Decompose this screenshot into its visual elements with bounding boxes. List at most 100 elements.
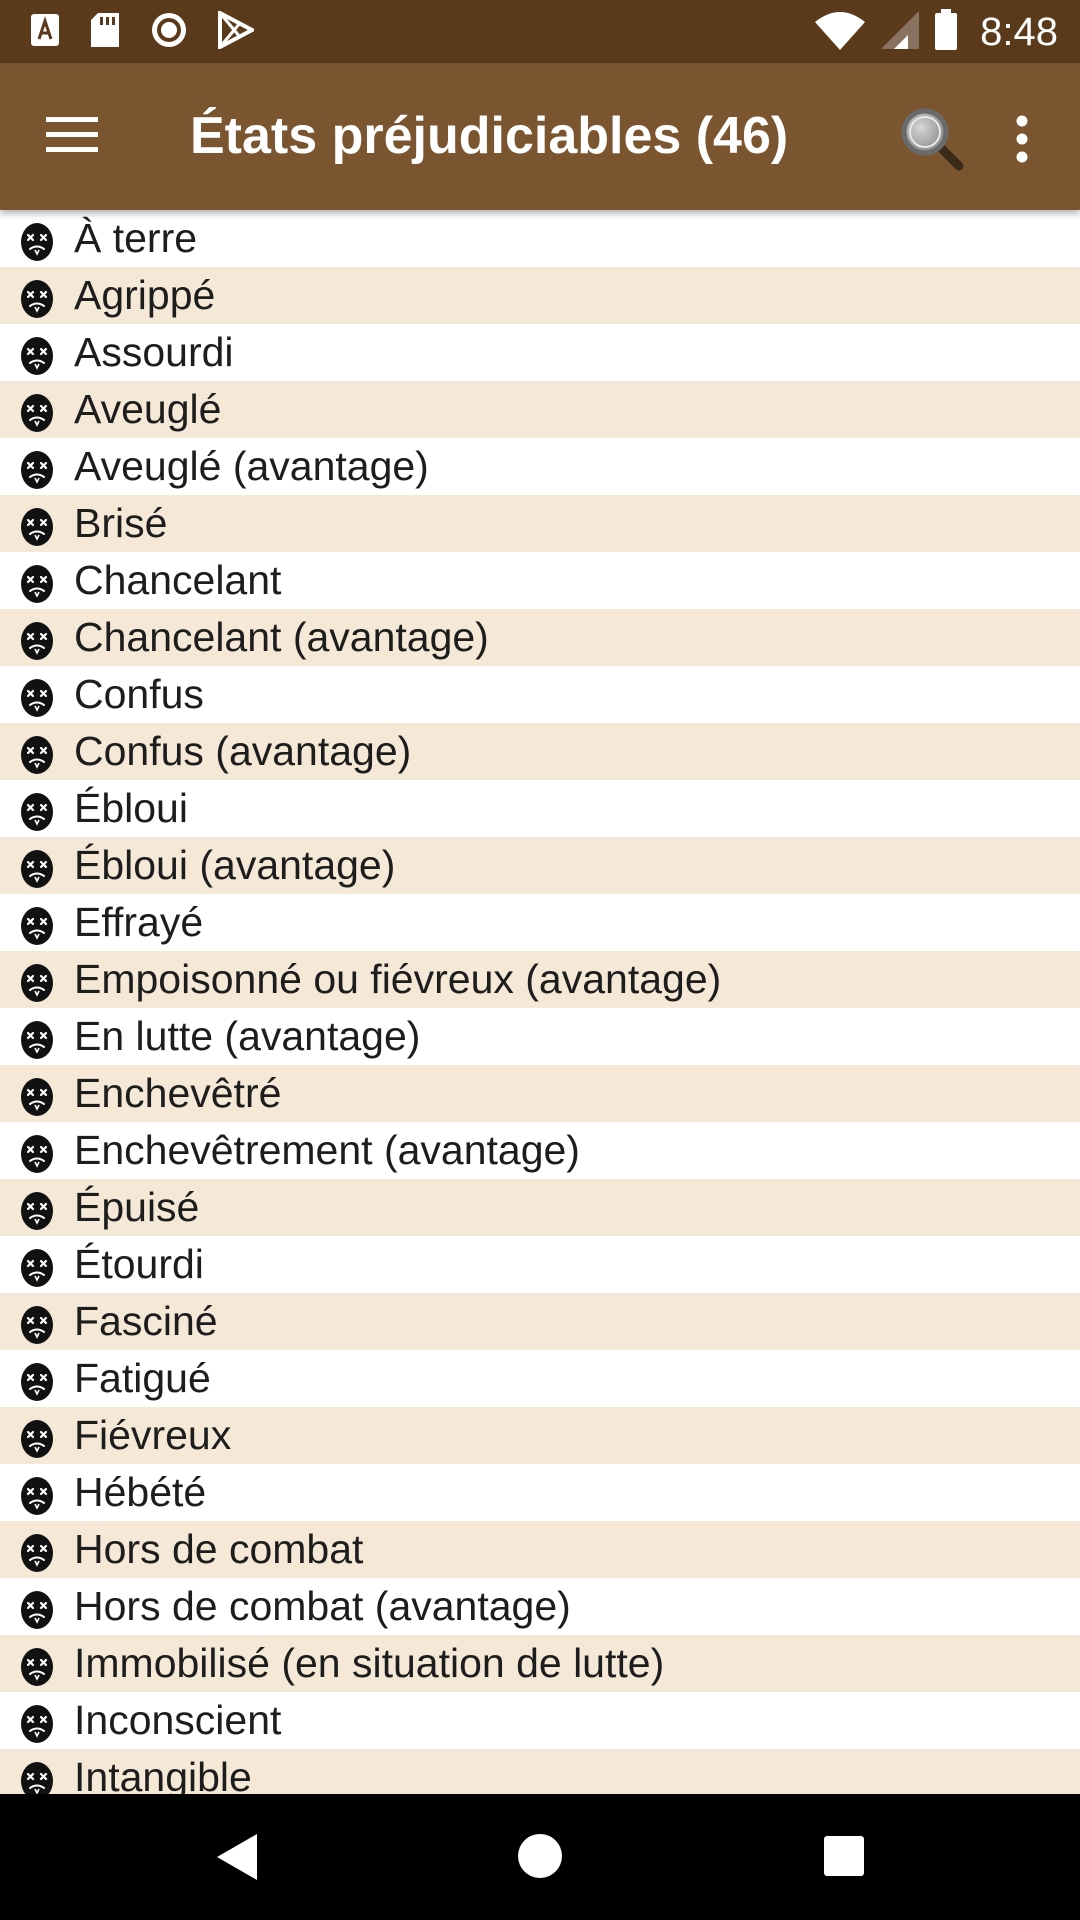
list-item-label: Fatigué [74, 1355, 211, 1401]
skull-face-icon [20, 621, 54, 661]
list-item[interactable]: Immobilisé (en situation de lutte) [0, 1635, 1080, 1692]
list-item-label: Enchevêtrement (avantage) [74, 1127, 580, 1173]
list-item[interactable]: Hébété [0, 1464, 1080, 1521]
skull-face-icon [20, 1077, 54, 1117]
list-item-label: Agrippé [74, 272, 216, 318]
list-item[interactable]: Fasciné [0, 1293, 1080, 1350]
list-item-label: Aveuglé [74, 386, 222, 432]
list-item[interactable]: En lutte (avantage) [0, 1008, 1080, 1065]
skull-face-icon [20, 507, 54, 547]
nav-back-button[interactable] [215, 1832, 259, 1882]
skull-face-icon [20, 1533, 54, 1573]
list-item-label: Inconscient [74, 1697, 282, 1743]
skull-face-icon [20, 735, 54, 775]
list-item[interactable]: Empoisonné ou fiévreux (avantage) [0, 951, 1080, 1008]
list-item-label: Confus [74, 671, 204, 717]
list-item-label: Immobilisé (en situation de lutte) [74, 1640, 665, 1686]
hamburger-menu-icon [46, 116, 98, 159]
play-store-icon [218, 9, 257, 54]
nav-back-icon [215, 1834, 259, 1886]
list-item[interactable]: Agrippé [0, 267, 1080, 324]
list-item-label: Assourdi [74, 329, 234, 375]
conditions-list: À terre Agrippé Assourdi Aveuglé Aveuglé (av… [0, 210, 1080, 1794]
skull-face-icon [20, 1305, 54, 1345]
navigation-bar [0, 1794, 1080, 1920]
accessibility-icon [30, 13, 60, 52]
skull-face-icon [20, 1248, 54, 1288]
list-item-label: Chancelant [74, 557, 282, 603]
search-icon [899, 106, 965, 177]
list-item[interactable]: Chancelant [0, 552, 1080, 609]
list-item[interactable]: Hors de combat [0, 1521, 1080, 1578]
list-item[interactable]: Ébloui (avantage) [0, 837, 1080, 894]
skull-face-icon [20, 1761, 54, 1794]
list-item[interactable]: Aveuglé [0, 381, 1080, 438]
list-item-label: Effrayé [74, 899, 204, 945]
list-item-label: Ébloui [74, 785, 188, 831]
skull-face-icon [20, 1704, 54, 1744]
cell-signal-icon [880, 10, 920, 55]
list-item[interactable]: Effrayé [0, 894, 1080, 951]
status-left-icons [30, 9, 257, 54]
list-item[interactable]: Hors de combat (avantage) [0, 1578, 1080, 1635]
nav-home-button[interactable] [518, 1834, 562, 1878]
list-item[interactable]: Enchevêtré [0, 1065, 1080, 1122]
list-item[interactable]: Inconscient [0, 1692, 1080, 1749]
app-bar: États préjudiciables (46) [0, 63, 1080, 210]
battery-icon [934, 8, 958, 56]
skull-face-icon [20, 564, 54, 604]
list-item-label: Fiévreux [74, 1412, 232, 1458]
skull-face-icon [20, 906, 54, 946]
list-item-label: Fasciné [74, 1298, 218, 1344]
skull-face-icon [20, 222, 54, 262]
skull-face-icon [20, 849, 54, 889]
list-item-label: Intangible [74, 1754, 252, 1794]
list-item-label: Chancelant (avantage) [74, 614, 489, 660]
list-item[interactable]: Assourdi [0, 324, 1080, 381]
skull-face-icon [20, 963, 54, 1003]
skull-face-icon [20, 1476, 54, 1516]
list-item-label: À terre [74, 215, 198, 261]
list-item[interactable]: Ébloui [0, 780, 1080, 837]
list-item[interactable]: Étourdi [0, 1236, 1080, 1293]
list-item[interactable]: Confus [0, 666, 1080, 723]
nav-recents-button[interactable] [824, 1836, 864, 1876]
status-time: 8:48 [980, 9, 1058, 54]
list-item[interactable]: Aveuglé (avantage) [0, 438, 1080, 495]
skull-face-icon [20, 279, 54, 319]
search-button[interactable] [892, 101, 972, 181]
skull-face-icon [20, 1362, 54, 1402]
skull-face-icon [20, 1191, 54, 1231]
list-item[interactable]: Brisé [0, 495, 1080, 552]
list-item-label: Empoisonné ou fiévreux (avantage) [74, 956, 722, 1002]
list-item[interactable]: Confus (avantage) [0, 723, 1080, 780]
record-icon [150, 11, 188, 54]
more-options-button[interactable] [1000, 101, 1044, 181]
status-bar: 8:48 [0, 0, 1080, 63]
skull-face-icon [20, 1020, 54, 1060]
list-item-label: Hébété [74, 1469, 207, 1515]
list-item[interactable]: Épuisé [0, 1179, 1080, 1236]
list-item[interactable]: Enchevêtrement (avantage) [0, 1122, 1080, 1179]
skull-face-icon [20, 1419, 54, 1459]
more-vert-icon [1016, 115, 1028, 168]
list-item[interactable]: À terre [0, 210, 1080, 267]
list-item-label: Épuisé [74, 1184, 200, 1230]
list-item[interactable]: Intangible [0, 1749, 1080, 1794]
list-item[interactable]: Fatigué [0, 1350, 1080, 1407]
skull-face-icon [20, 393, 54, 433]
list-item-label: Enchevêtré [74, 1070, 282, 1116]
skull-face-icon [20, 1647, 54, 1687]
list-item-label: Ébloui (avantage) [74, 842, 396, 888]
menu-button[interactable] [28, 99, 116, 175]
list-item[interactable]: Fiévreux [0, 1407, 1080, 1464]
list-item-label: Hors de combat [74, 1526, 364, 1572]
list-item[interactable]: Chancelant (avantage) [0, 609, 1080, 666]
list-item-label: Hors de combat (avantage) [74, 1583, 571, 1629]
wifi-icon [814, 10, 866, 55]
page-title: États préjudiciables (46) [190, 107, 789, 165]
status-right-icons: 8:48 [814, 8, 1058, 56]
skull-face-icon [20, 450, 54, 490]
skull-face-icon [20, 1590, 54, 1630]
skull-face-icon [20, 1134, 54, 1174]
